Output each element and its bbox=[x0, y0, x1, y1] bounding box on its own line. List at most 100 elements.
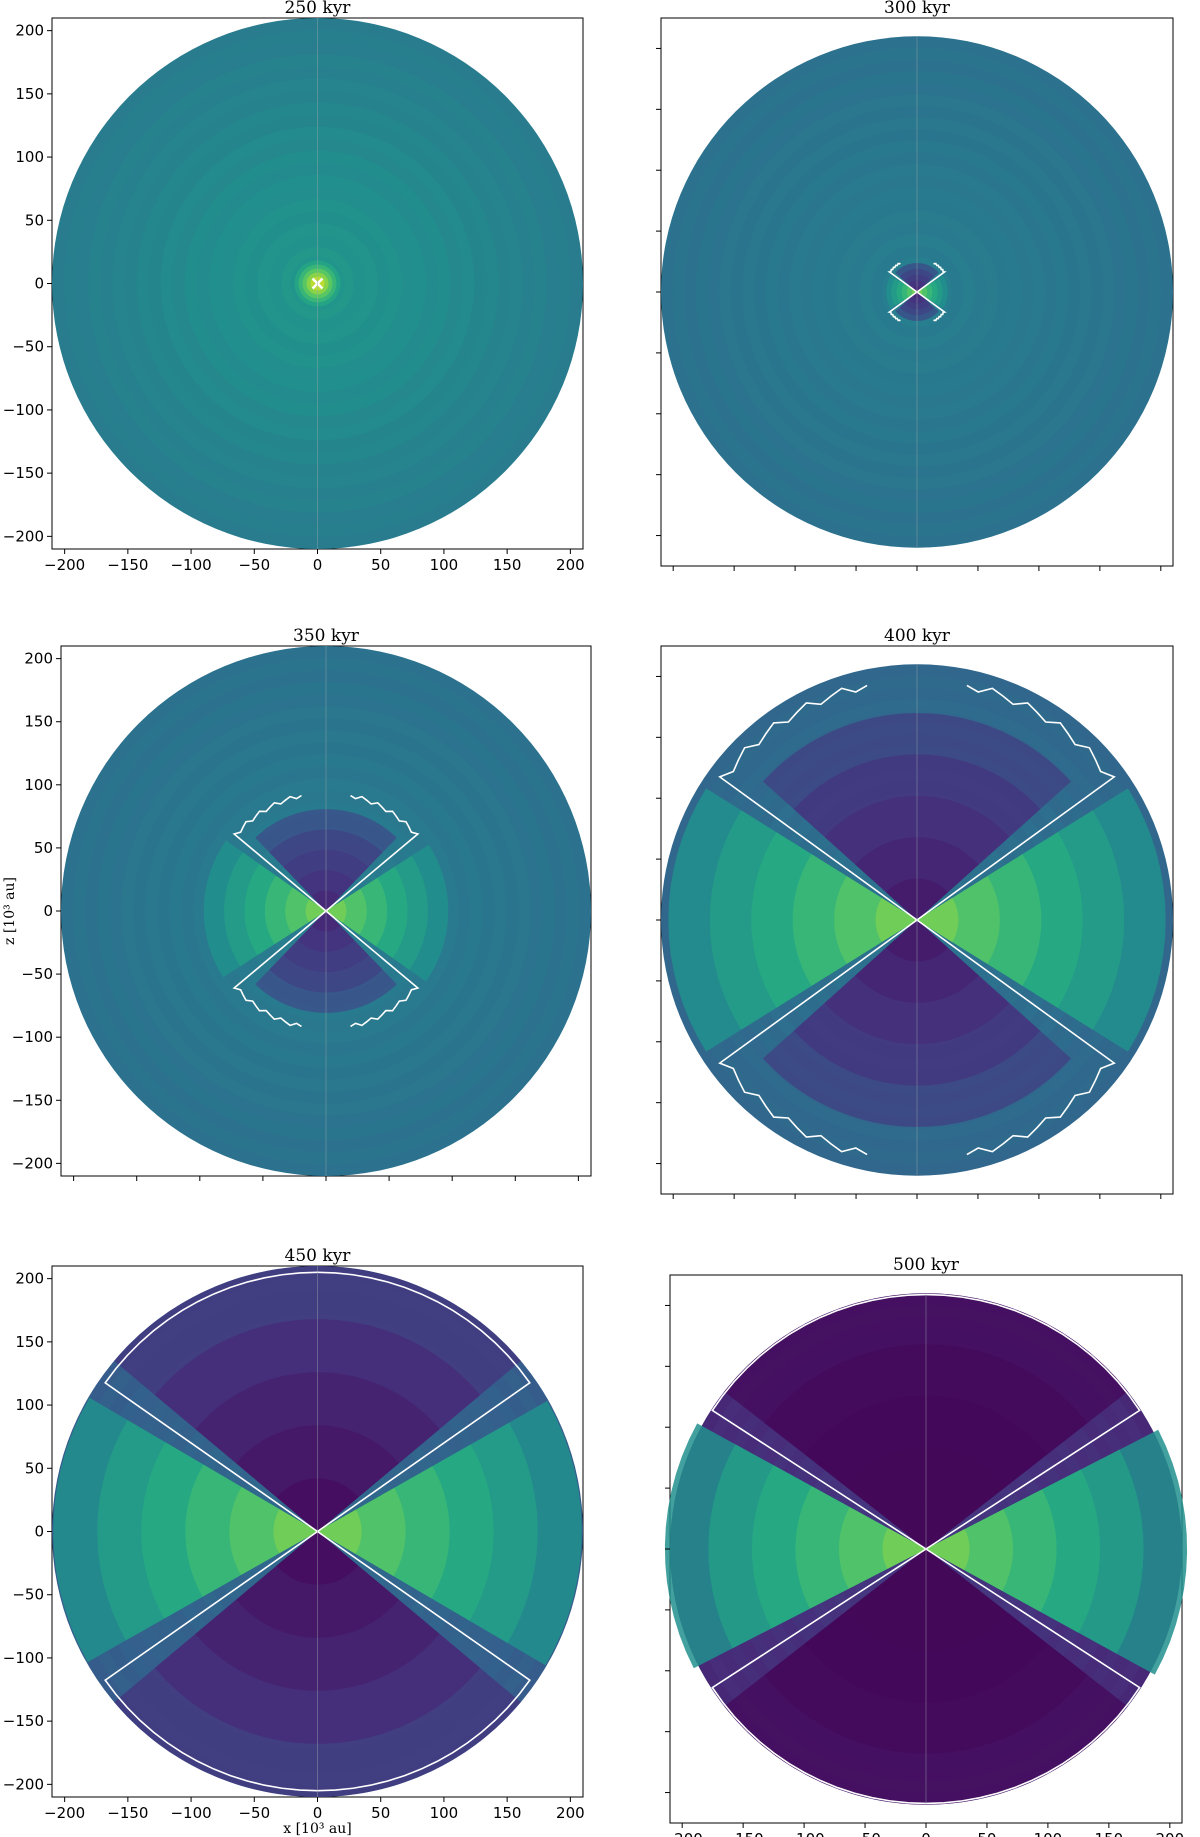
fan-band bbox=[285, 887, 326, 934]
y-tick-label: −200 bbox=[3, 1775, 44, 1793]
lobe-outline bbox=[711, 1548, 927, 1805]
x-tick-label: −150 bbox=[107, 1804, 148, 1822]
y-tick-label: 50 bbox=[34, 839, 53, 857]
lobe-outline bbox=[887, 262, 918, 293]
x-tick-label: −50 bbox=[849, 1830, 881, 1837]
y-tick-label: 150 bbox=[24, 713, 53, 731]
fan-band bbox=[317, 1509, 362, 1554]
y-tick-label: 150 bbox=[15, 1333, 44, 1351]
y-tick-label: −200 bbox=[12, 1154, 53, 1172]
panel-title: 400 kyr bbox=[884, 626, 951, 646]
y-tick-label: 0 bbox=[43, 902, 53, 920]
x-tick-label: 0 bbox=[313, 1804, 323, 1822]
x-tick-label: 100 bbox=[430, 556, 459, 574]
lobe-outline bbox=[325, 794, 420, 912]
y-tick-label: −150 bbox=[3, 464, 44, 482]
panel-title: 350 kyr bbox=[293, 626, 360, 646]
y-tick-label: 100 bbox=[15, 1396, 44, 1414]
lobe-outline bbox=[711, 1293, 927, 1550]
shock-outline bbox=[104, 1271, 531, 1792]
fan-band bbox=[917, 898, 959, 942]
fan-band bbox=[882, 1528, 926, 1569]
lobe-outline bbox=[317, 1530, 531, 1792]
equatorial-fan bbox=[886, 275, 948, 309]
lobe-outline bbox=[916, 262, 947, 293]
x-tick-label: 100 bbox=[1034, 1830, 1063, 1837]
shock-outline bbox=[232, 794, 420, 1028]
y-tick-label: −150 bbox=[3, 1712, 44, 1730]
panel-1: 250 kyr −200−200 −150 −150 −100 −100 −50 −50 0 0 5… bbox=[3, 0, 585, 574]
y-tick-label: 50 bbox=[25, 1459, 44, 1477]
x-tick-label: −100 bbox=[170, 1804, 211, 1822]
fan-band bbox=[926, 1509, 1014, 1591]
y-tick-label: −50 bbox=[12, 338, 44, 356]
y-tick-label: 0 bbox=[34, 1523, 44, 1541]
x-tick-label: 150 bbox=[493, 1804, 522, 1822]
lobe-outline bbox=[925, 1548, 1141, 1805]
shock-outline bbox=[887, 262, 947, 322]
y-tick-label: 200 bbox=[24, 650, 53, 668]
x-tick-label: −100 bbox=[170, 556, 211, 574]
equatorial-fan bbox=[664, 1423, 1188, 1675]
x-tick-label: −200 bbox=[44, 556, 85, 574]
y-tick-label: −100 bbox=[3, 1649, 44, 1667]
fan-band bbox=[326, 899, 347, 923]
y-tick-label: −100 bbox=[12, 1028, 53, 1046]
x-tick-label: 50 bbox=[371, 556, 390, 574]
equatorial-fan bbox=[668, 788, 1166, 1052]
x-tick-label: 0 bbox=[313, 556, 323, 574]
fan-band bbox=[911, 289, 917, 295]
lobe-outline bbox=[718, 684, 918, 921]
fan-band bbox=[838, 1507, 926, 1589]
y-tick-label: 100 bbox=[24, 776, 53, 794]
x-tick-label: −50 bbox=[238, 1804, 270, 1822]
y-tick-label: −150 bbox=[12, 1091, 53, 1109]
fan-band bbox=[875, 898, 917, 942]
equatorial-fan bbox=[203, 840, 449, 982]
x-tick-label: 50 bbox=[977, 1830, 996, 1837]
y-tick-label: 200 bbox=[15, 22, 44, 40]
lobe-outline bbox=[916, 919, 1116, 1156]
shock-outline bbox=[711, 1293, 1141, 1805]
panel-2: 300 kyr bbox=[656, 0, 1174, 571]
shock-outline bbox=[718, 684, 1116, 1156]
lobe-outline bbox=[718, 919, 918, 1156]
fan-band bbox=[229, 1486, 318, 1576]
x-tick-label: 150 bbox=[1095, 1830, 1124, 1837]
lobe-outline bbox=[104, 1271, 318, 1533]
fan-band bbox=[926, 1529, 970, 1570]
panel-title: 500 kyr bbox=[893, 1255, 960, 1275]
x-tick-label: −100 bbox=[783, 1830, 824, 1837]
lobe-outline bbox=[925, 1293, 1141, 1550]
x-tick-label: −200 bbox=[44, 1804, 85, 1822]
fan-band bbox=[326, 888, 367, 935]
y-tick-label: 0 bbox=[34, 275, 44, 293]
panel-title: 250 kyr bbox=[285, 0, 352, 18]
lobe-outline bbox=[887, 291, 918, 322]
y-tick-label: 100 bbox=[15, 148, 44, 166]
x-tick-label: −200 bbox=[662, 1830, 703, 1837]
panel-5: 450 kyr −200−200 −150 −150 −100 −100 −50 −50 0 0 5… bbox=[3, 1246, 585, 1837]
x-tick-label: 100 bbox=[430, 1804, 459, 1822]
lobe-outline bbox=[232, 910, 327, 1028]
y-tick-label: −200 bbox=[3, 527, 44, 545]
x-tick-label: 150 bbox=[493, 556, 522, 574]
lobe-outline bbox=[916, 291, 947, 322]
x-tick-label: 0 bbox=[921, 1830, 931, 1837]
x-tick-label: 200 bbox=[1155, 1830, 1184, 1837]
y-axis-label: z [10³ au] bbox=[2, 877, 18, 945]
lobe-outline bbox=[325, 910, 420, 1028]
y-tick-label: 200 bbox=[15, 1270, 44, 1288]
x-tick-label: 200 bbox=[556, 1804, 585, 1822]
panel-6: 500 kyr−200−150−100−50050100150200x [10³… bbox=[662, 1255, 1188, 1837]
panel-4: 400 kyr bbox=[656, 626, 1174, 1199]
panel-title: 450 kyr bbox=[285, 1246, 352, 1266]
y-tick-label: 50 bbox=[25, 211, 44, 229]
lobe-outline bbox=[317, 1271, 531, 1533]
x-tick-label: 50 bbox=[371, 1804, 390, 1822]
x-tick-label: −150 bbox=[107, 556, 148, 574]
panel-3: 350 kyr −200 −150 −100 −50 0 50 100 150 200 z [10³… bbox=[2, 626, 592, 1181]
fan-band bbox=[273, 1509, 318, 1554]
equatorial-fan bbox=[53, 1397, 582, 1666]
